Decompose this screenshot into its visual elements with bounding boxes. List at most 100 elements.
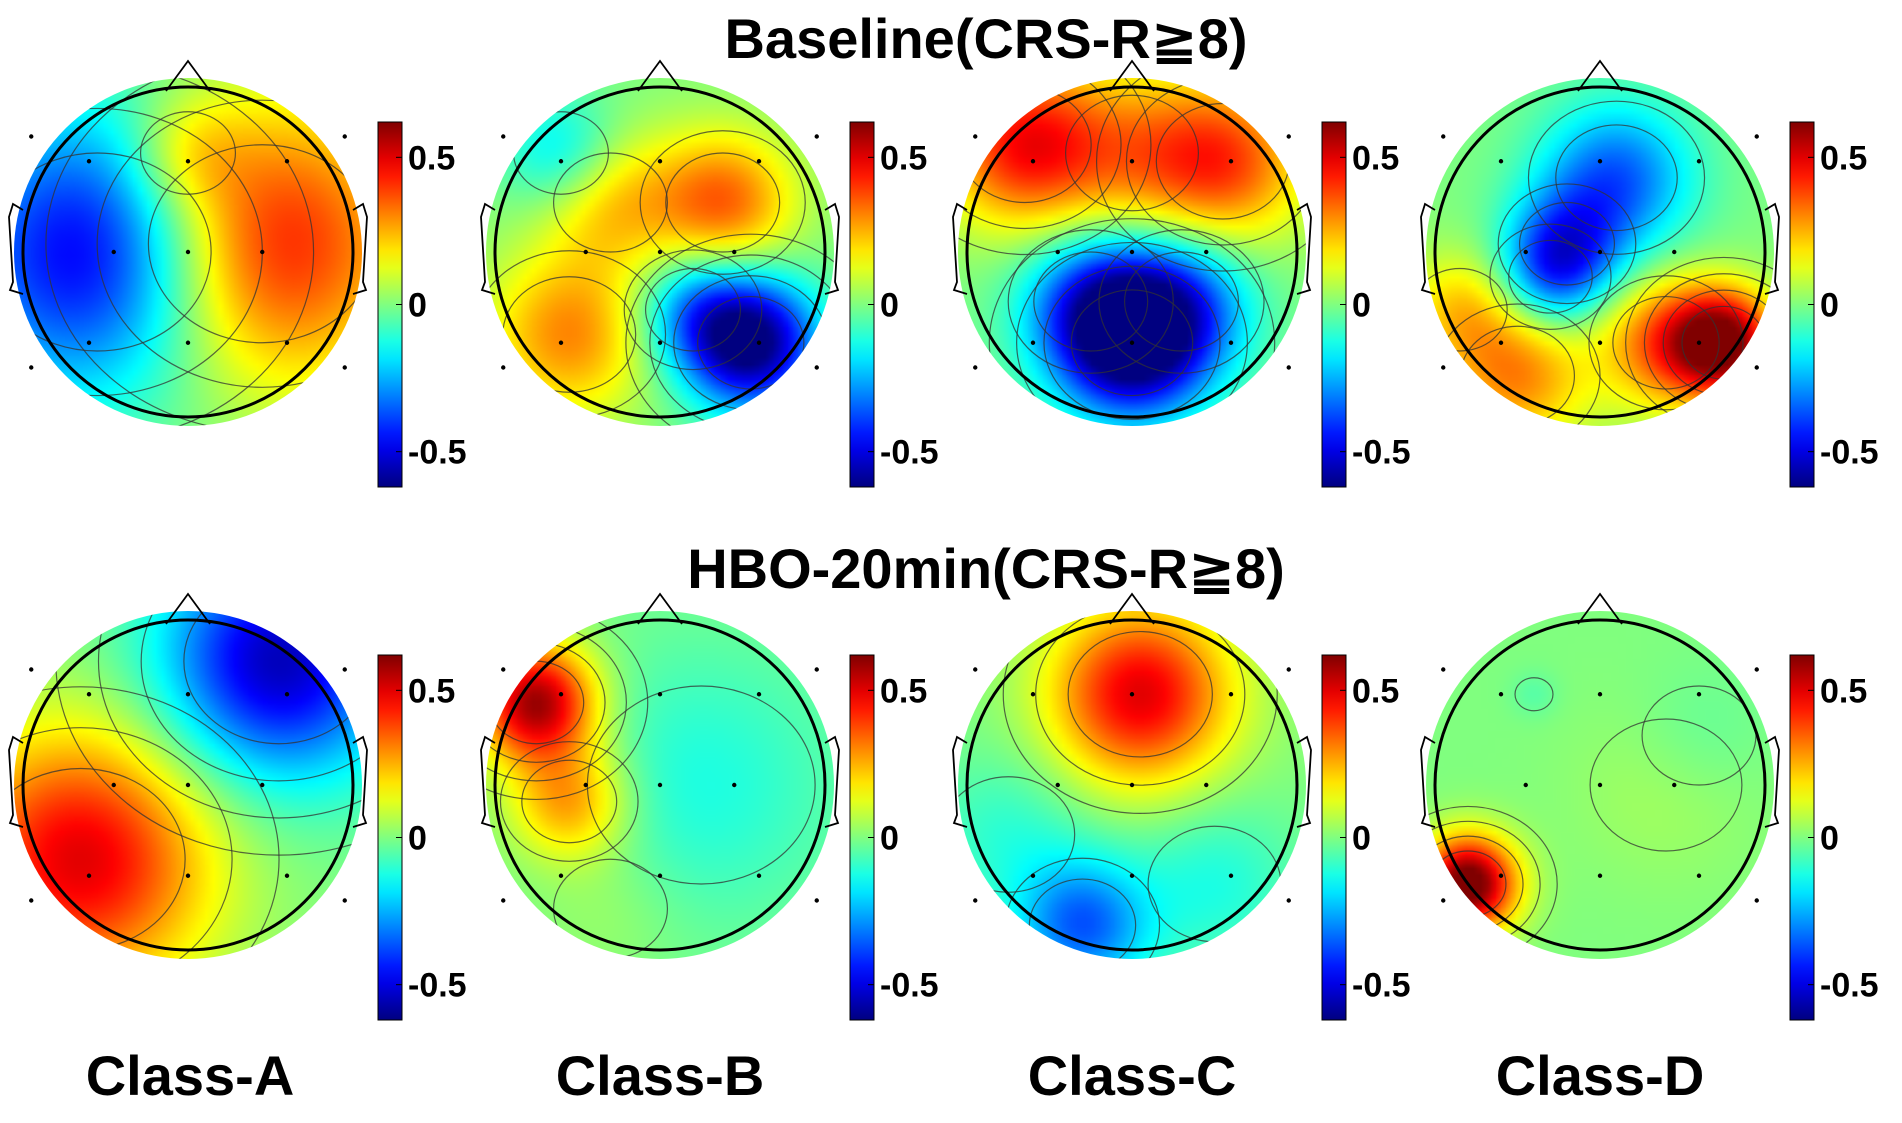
electrode-dot bbox=[260, 782, 265, 788]
electrode-dot bbox=[1523, 249, 1528, 255]
colorbar-tick-label: 0 bbox=[1820, 820, 1839, 858]
head-outline bbox=[1433, 618, 1767, 952]
electrode-dot bbox=[501, 667, 506, 672]
contour-line bbox=[649, 254, 834, 426]
electrode-dot bbox=[1754, 365, 1759, 370]
electrode-dot bbox=[185, 249, 191, 255]
contour-line bbox=[1527, 100, 1706, 255]
electrode-dot bbox=[1754, 667, 1759, 672]
electrode-dot bbox=[558, 692, 564, 697]
contour-line bbox=[1497, 183, 1637, 305]
electrode-dot bbox=[583, 249, 588, 255]
electrode-dot bbox=[1498, 692, 1504, 697]
electrode-dot bbox=[558, 340, 564, 345]
class-label-d: Class-D bbox=[1496, 1044, 1705, 1107]
electrode-dot bbox=[1228, 340, 1234, 345]
electrode-dot bbox=[1696, 340, 1702, 345]
contour-line bbox=[639, 130, 806, 275]
electrode-dot bbox=[756, 340, 762, 345]
nose-outline bbox=[1109, 59, 1155, 92]
electrode-dot bbox=[284, 159, 290, 164]
nose-outline bbox=[165, 592, 211, 625]
left-ear-outline bbox=[8, 202, 24, 295]
electrode-dot bbox=[1286, 365, 1291, 370]
colorbar: 0.5 0 -0.5 bbox=[849, 121, 939, 488]
electrode-dot bbox=[1597, 782, 1603, 788]
colorbar-tick-label: 0.5 bbox=[408, 672, 455, 710]
nose-outline bbox=[1577, 592, 1623, 625]
electrode-dot bbox=[1204, 782, 1209, 788]
electrode-dot bbox=[1597, 873, 1603, 878]
right-ear-outline bbox=[1764, 202, 1780, 295]
colorbar-gradient bbox=[1321, 654, 1347, 1021]
contour-line bbox=[625, 233, 834, 426]
electrode-dot bbox=[756, 692, 762, 697]
colorbar: 0.5 0 -0.5 bbox=[1789, 121, 1879, 488]
nose-outline bbox=[637, 592, 683, 625]
colorbar-tick-label: 0.5 bbox=[880, 139, 927, 177]
topomap-hbo-class-a: 0.5 0 -0.5 bbox=[8, 592, 467, 1021]
electrode-dot bbox=[29, 134, 34, 139]
topomap-hbo-class-c: 0.5 0 -0.5 bbox=[952, 592, 1411, 1021]
electrode-dot bbox=[558, 159, 564, 164]
head-outline bbox=[965, 85, 1299, 419]
electrode-dot bbox=[1498, 873, 1504, 878]
electrode-dot bbox=[29, 898, 34, 903]
electrode-dot bbox=[342, 134, 347, 139]
colorbar-tick-label: 0 bbox=[1820, 287, 1839, 325]
electrode-dot bbox=[1498, 340, 1504, 345]
contour-line bbox=[1033, 251, 1149, 352]
electrode-dot bbox=[86, 159, 92, 164]
electrode-dot bbox=[1441, 365, 1446, 370]
electrode-dot bbox=[814, 134, 819, 139]
left-ear-outline bbox=[8, 735, 24, 828]
electrode-dot bbox=[732, 782, 737, 788]
electrode-dot bbox=[1055, 249, 1060, 255]
electrode-dot bbox=[1523, 782, 1528, 788]
electrode-dot bbox=[1228, 873, 1234, 878]
contour-line bbox=[1070, 289, 1194, 397]
class-label-b: Class-B bbox=[556, 1044, 765, 1107]
electrode-dot bbox=[284, 340, 290, 345]
contour-line bbox=[958, 78, 1122, 230]
electrode-dot bbox=[185, 692, 191, 697]
right-ear-outline bbox=[352, 735, 368, 828]
contour-line bbox=[521, 759, 618, 844]
right-ear-outline bbox=[1764, 735, 1780, 828]
electrode-dot bbox=[1597, 249, 1603, 255]
colorbar-tick-label: 0 bbox=[1352, 820, 1371, 858]
electrode-dot bbox=[1228, 159, 1234, 164]
contour-line bbox=[1043, 265, 1221, 420]
contour-line bbox=[1489, 223, 1612, 330]
contour-line bbox=[1426, 805, 1558, 959]
electrode-dot bbox=[973, 898, 978, 903]
electrode-dot bbox=[501, 898, 506, 903]
left-ear-outline bbox=[952, 202, 968, 295]
contour-line bbox=[1067, 630, 1213, 758]
contour-line bbox=[139, 111, 237, 195]
electrode-dot bbox=[1498, 159, 1504, 164]
right-ear-outline bbox=[1296, 202, 1312, 295]
topomap-baseline-class-c: 0.5 0 -0.5 bbox=[952, 59, 1411, 488]
row-title-hbo: HBO-20min(CRS-R≧8) bbox=[687, 537, 1285, 600]
electrode-dot bbox=[1228, 692, 1234, 697]
electrode-dot bbox=[1129, 873, 1135, 878]
contour-line bbox=[1007, 229, 1174, 374]
electrode-dot bbox=[756, 873, 762, 878]
head-outline bbox=[21, 618, 355, 952]
electrode-dot bbox=[1129, 340, 1135, 345]
contour-line bbox=[1016, 241, 1248, 426]
colorbar-tick-label: 0.5 bbox=[408, 139, 455, 177]
right-ear-outline bbox=[824, 202, 840, 295]
electrode-dot bbox=[973, 365, 978, 370]
colorbar: 0.5 0 -0.5 bbox=[377, 654, 467, 1021]
contour-line bbox=[1514, 677, 1554, 712]
colorbar-tick-label: 0.5 bbox=[1352, 672, 1399, 710]
electrode-dot bbox=[814, 898, 819, 903]
electrode-dot bbox=[732, 249, 737, 255]
contour-line bbox=[1508, 239, 1593, 314]
topomap-baseline-class-d: 0.5 0 -0.5 bbox=[1420, 59, 1879, 488]
contour-line bbox=[958, 78, 1152, 256]
contour-line bbox=[486, 611, 649, 801]
